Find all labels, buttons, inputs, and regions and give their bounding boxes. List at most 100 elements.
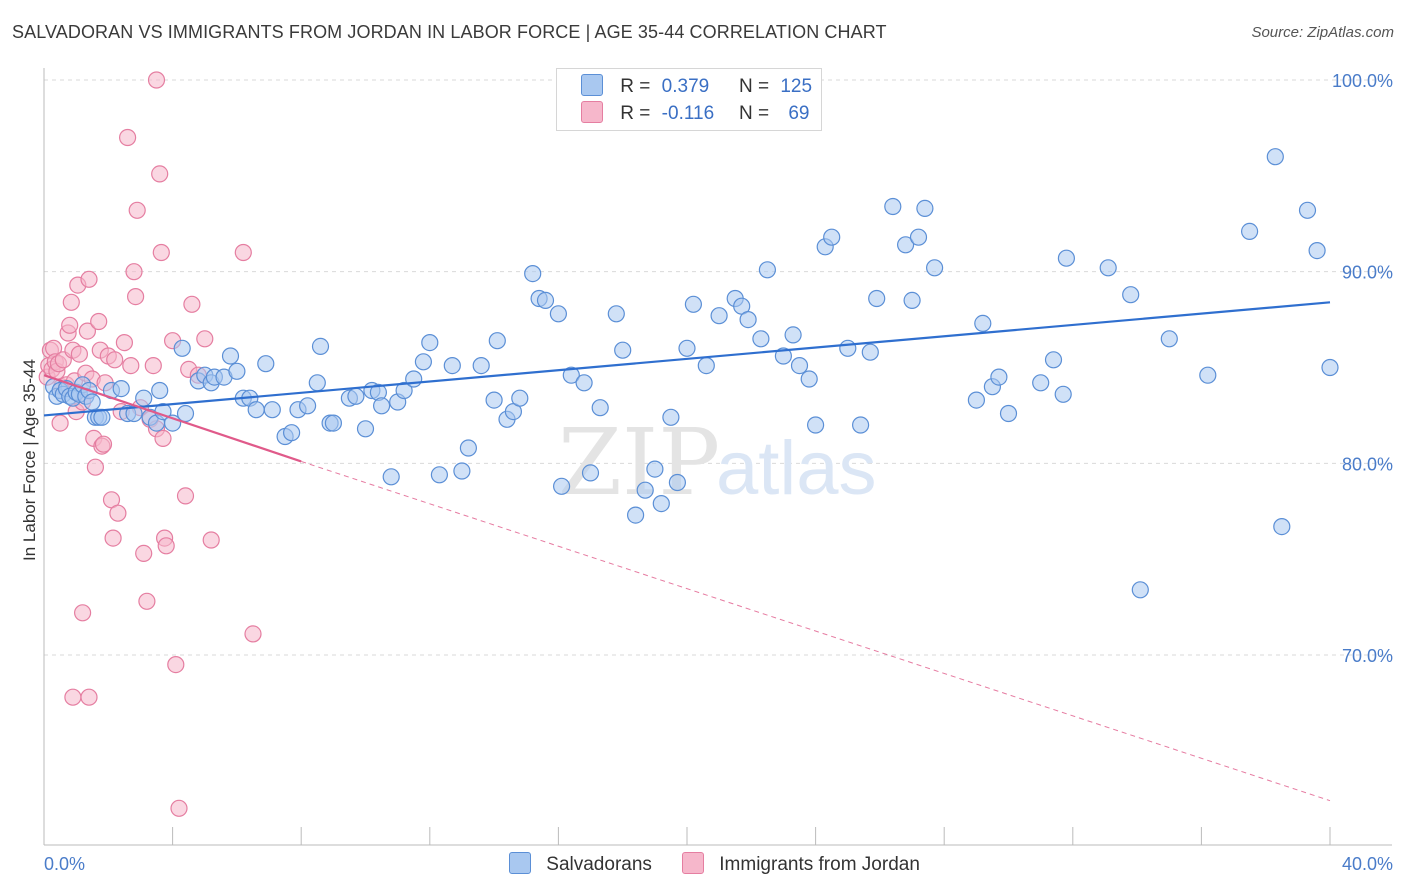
legend-n-value: 69 [788, 103, 810, 124]
salvadoran-point [697, 357, 715, 375]
source-credit: Source: ZipAtlas.com [1251, 24, 1394, 41]
salvadoran-point [710, 307, 728, 325]
salvadoran-points [44, 148, 1339, 599]
jordan-point [125, 263, 143, 281]
salvadoran-point [739, 311, 757, 329]
salvadoran-point [485, 391, 503, 409]
salvadoran-point [1321, 358, 1339, 377]
salvadoran-point [668, 473, 687, 492]
chart-title: SALVADORAN VS IMMIGRANTS FROM JORDAN IN … [12, 22, 887, 42]
salvadoran-point [324, 414, 342, 432]
jordan-point [157, 537, 175, 555]
legend-n-label: N = [738, 76, 770, 97]
salvadoran-point [373, 397, 391, 415]
salvadoran-point [1160, 330, 1178, 348]
jordan-point [144, 357, 162, 375]
salvadoran-point [662, 408, 680, 426]
salvadoran-point [591, 399, 609, 417]
salvadoran-point [552, 477, 571, 495]
salvadoran-point [868, 289, 886, 308]
salvadoran-point [758, 261, 777, 279]
salvadoran-point [536, 291, 555, 309]
salvadoran-point [308, 374, 326, 392]
salvadoran-point [562, 366, 580, 384]
salvadoran-point [1240, 222, 1259, 240]
y-axis-title: In Labor Force | Age 35-44 [20, 359, 39, 561]
salvadoran-point [800, 370, 818, 388]
salvadoran-point [974, 314, 992, 332]
jordan-point [128, 201, 146, 219]
watermark-zip: ZIP [558, 409, 720, 516]
jordan-point [147, 71, 166, 89]
salvadoran-point [967, 391, 986, 409]
legend-item-jordan: Immigrants from Jordan [682, 852, 920, 876]
salvadoran-point [395, 381, 413, 400]
jordan-point [127, 288, 145, 306]
jordan-point [183, 295, 201, 313]
jordan-points [38, 71, 262, 817]
salvadoran-point [299, 397, 317, 415]
salvadoran-point [421, 334, 439, 352]
salvadoran-point [903, 291, 921, 309]
salvadoran-point [752, 330, 770, 348]
jordan-point [109, 504, 127, 522]
salvadoran-point [678, 339, 696, 357]
salvadoran-point [176, 404, 195, 423]
legend-item-salvadorans: Salvadorans [509, 852, 652, 876]
axes [43, 68, 1392, 846]
salvadoran-point [1057, 249, 1076, 267]
jordan-point [78, 322, 97, 340]
salvadoran-point [228, 362, 246, 380]
salvadoran-point [896, 236, 915, 254]
salvadoran-point [1266, 148, 1284, 166]
salvadoran-point [135, 389, 153, 407]
salvadoran-point [1032, 374, 1050, 392]
salvadoran-point [999, 404, 1018, 423]
salvadoran-point [925, 259, 944, 277]
jordan-point [135, 544, 153, 563]
x-tick-label: 40.0% [1342, 854, 1393, 874]
jordan-point [154, 429, 172, 447]
gridlines [44, 79, 1392, 656]
salvadoran-point [1298, 201, 1317, 219]
salvadoran-point [405, 370, 423, 388]
jordan-point [86, 458, 105, 476]
salvadoran-point [861, 343, 879, 361]
salvadoran-point [607, 305, 625, 323]
pink-swatch [682, 852, 704, 874]
x-tick-label: 0.0% [44, 854, 85, 874]
salvadoran-point [1199, 366, 1217, 384]
salvadoran-point [774, 347, 793, 365]
jordan-point [122, 357, 140, 375]
salvadoran-point [112, 380, 130, 398]
pink-swatch [581, 101, 603, 123]
y-tick-label: 90.0% [1342, 263, 1393, 283]
salvadoran-point [839, 339, 857, 357]
jordan-point [152, 243, 170, 262]
jordan-point [196, 330, 214, 348]
legend-r-label: R = [620, 103, 651, 124]
watermark: ZIP atlas [558, 409, 877, 516]
y-tick-label: 100.0% [1332, 71, 1393, 91]
salvadoran-point [382, 468, 400, 486]
salvadoran-point [283, 424, 301, 442]
salvadoran-point [884, 197, 902, 216]
salvadoran-point [1131, 581, 1149, 599]
jordan-point [115, 334, 134, 352]
jordan-point [118, 128, 137, 147]
salvadoran-point [430, 466, 448, 484]
jordan-point [90, 312, 108, 331]
tick-labels: 70.0% 80.0% 90.0% 100.0% 0.0% 40.0% [44, 71, 1393, 874]
jordan-point [244, 625, 262, 643]
salvadoran-point [851, 416, 870, 434]
jordan-point [170, 799, 188, 817]
jordan-trend-line [43, 374, 302, 463]
y-tick-label: 80.0% [1342, 454, 1393, 474]
legend-r-value: 0.379 [661, 76, 710, 97]
jordan-point [62, 293, 80, 311]
salvadoran-point [173, 339, 191, 357]
salvadoran-point [453, 462, 471, 480]
salvadoran-point [784, 326, 802, 344]
salvadoran-point [311, 337, 330, 355]
jordan-point [234, 243, 252, 262]
